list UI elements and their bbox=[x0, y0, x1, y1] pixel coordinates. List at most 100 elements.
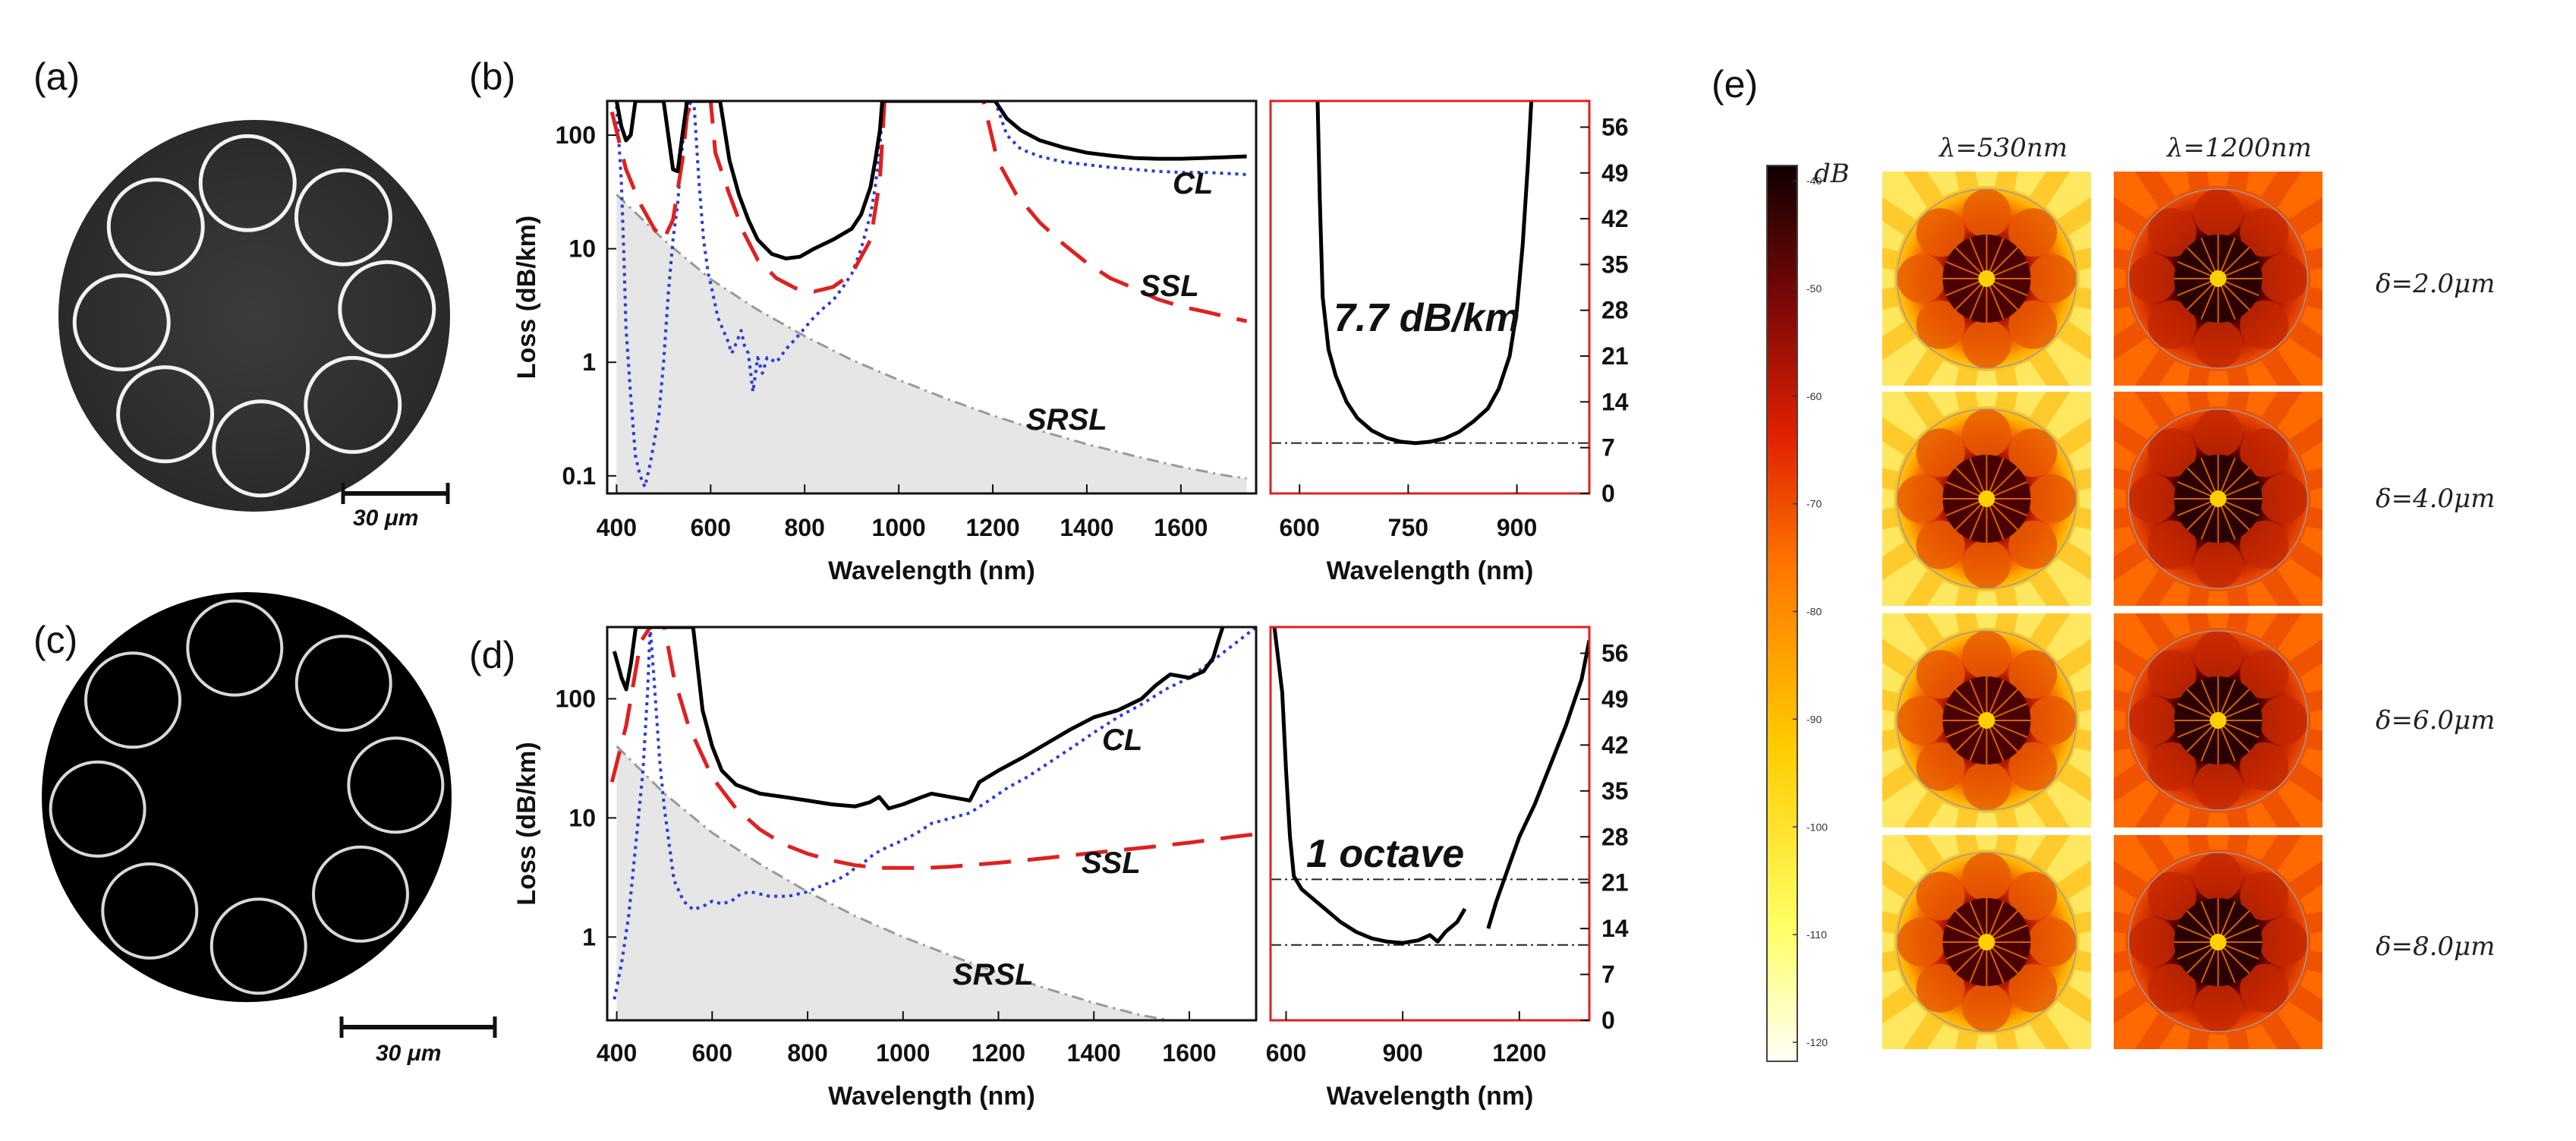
x-tick-label: 1400 bbox=[1067, 1039, 1121, 1067]
row-label-4um: δ=4.0μm bbox=[2376, 484, 2495, 514]
y-tick-label: 21 bbox=[1601, 342, 1629, 370]
colorbar-tick-label: -100 bbox=[1806, 821, 1828, 833]
series-line-srsl bbox=[616, 745, 1171, 1020]
x-tick-label: 1200 bbox=[1492, 1039, 1546, 1067]
colorbar-tick-label: -110 bbox=[1806, 928, 1827, 941]
plot-frame bbox=[606, 99, 1258, 495]
x-axis-label: Wavelength (nm) bbox=[828, 556, 1035, 585]
y-tick-label: 42 bbox=[1601, 205, 1629, 232]
field-map bbox=[2114, 172, 2322, 386]
y-tick-label: 100 bbox=[556, 685, 596, 712]
x-tick-label: 1400 bbox=[1060, 514, 1113, 541]
x-axis-label: Wavelength (nm) bbox=[1327, 1082, 1534, 1111]
panel-label-d: (d) bbox=[469, 634, 515, 676]
x-tick-label: 1000 bbox=[876, 1039, 930, 1067]
y-tick-label: 28 bbox=[1601, 297, 1629, 324]
y-tick-label: 7 bbox=[1601, 434, 1615, 462]
y-axis-label: Loss (dB/km) bbox=[512, 216, 541, 379]
colorbar: dB -40 -50 -60 -70 -80 -90 -100 -110 -120 bbox=[1766, 159, 1850, 1062]
x-axis-label: Wavelength (nm) bbox=[1327, 556, 1534, 585]
y-tick-label: 10 bbox=[568, 235, 596, 263]
srsl-region bbox=[616, 194, 1247, 493]
curve-label-srsl: SRSL bbox=[1026, 403, 1107, 437]
x-tick-label: 400 bbox=[597, 1039, 637, 1067]
series-line-cl bbox=[1315, 101, 1534, 446]
capillary bbox=[186, 599, 284, 697]
colorbar-tick-label: -90 bbox=[1806, 713, 1822, 725]
y-tick-label: 0 bbox=[1601, 1007, 1615, 1034]
x-tick-label: 900 bbox=[1382, 1039, 1422, 1067]
capillary bbox=[294, 168, 392, 266]
x-tick-label: 600 bbox=[692, 1039, 732, 1067]
field-map bbox=[1882, 172, 2091, 386]
capillary bbox=[311, 845, 409, 943]
row-label-8um: δ=8.0μm bbox=[2376, 931, 2495, 962]
x-tick-label: 600 bbox=[691, 514, 731, 541]
series-line-cl bbox=[1272, 627, 1467, 945]
inset-annotation: 7.7 dB/km bbox=[1334, 296, 1520, 340]
x-tick-label: 800 bbox=[785, 514, 825, 541]
scale-bar-label-a: 30 μm bbox=[353, 506, 418, 531]
plot-area bbox=[1271, 627, 1589, 946]
field-map bbox=[1882, 835, 2091, 1049]
curve-label-srsl: SRSL bbox=[953, 958, 1034, 991]
curve-label-cl: CL bbox=[1173, 167, 1213, 200]
capillary bbox=[101, 862, 199, 960]
panel-label-e: (e) bbox=[1712, 63, 1758, 106]
y-tick-label: 14 bbox=[1601, 388, 1629, 415]
plot-frame bbox=[1269, 99, 1591, 495]
y-tick-label: 14 bbox=[1601, 915, 1629, 942]
panel-label-b: (b) bbox=[469, 55, 515, 98]
column-label-1200: λ=1200nm bbox=[2165, 133, 2312, 163]
y-tick-label: 21 bbox=[1601, 869, 1629, 897]
plot-area bbox=[609, 627, 1256, 1020]
y-tick-label: 28 bbox=[1601, 823, 1629, 850]
colorbar-tick-label: -50 bbox=[1806, 282, 1822, 295]
series-line-ssl bbox=[609, 627, 1256, 870]
x-tick-label: 1600 bbox=[1162, 1039, 1216, 1067]
colorbar-unit: dB bbox=[1814, 159, 1850, 189]
plot-area bbox=[609, 101, 1248, 493]
y-tick-label: 35 bbox=[1601, 251, 1629, 278]
capillary bbox=[347, 736, 445, 834]
capillary bbox=[338, 260, 436, 358]
y-tick-label: 0 bbox=[1601, 480, 1615, 507]
capillary bbox=[294, 635, 392, 733]
capillary bbox=[304, 355, 402, 454]
field-map bbox=[1882, 392, 2091, 606]
plot-frame bbox=[606, 626, 1258, 1022]
x-tick-label: 1200 bbox=[972, 1039, 1025, 1067]
y-tick-label: 0.1 bbox=[562, 462, 596, 490]
series-line-measured bbox=[615, 101, 1247, 489]
row-label-6um: δ=6.0μm bbox=[2376, 705, 2495, 736]
capillary bbox=[209, 897, 307, 995]
x-tick-label: 1200 bbox=[965, 514, 1019, 541]
x-tick-label: 600 bbox=[1266, 1039, 1306, 1067]
x-tick-label: 600 bbox=[1279, 514, 1319, 541]
chart-b-main: 400 600 800 1000 1200 1400 1600 Wavelength (nm)… bbox=[512, 99, 1258, 585]
row-label-2um: δ=2.0μm bbox=[2376, 269, 2495, 299]
x-axis-label: Wavelength (nm) bbox=[828, 1082, 1035, 1111]
scale-bar-a: 30 μm bbox=[341, 483, 450, 531]
field-map bbox=[2114, 613, 2322, 827]
fiber-image-a: 30 μm bbox=[58, 120, 450, 531]
field-map-grid: λ=530nm λ=1200nm δ=2.0μm δ=4.0μm δ=6.0μm… bbox=[1882, 133, 2495, 1049]
capillary bbox=[106, 178, 205, 276]
colorbar-tick-label: -40 bbox=[1806, 175, 1822, 187]
panel-label-a: (a) bbox=[33, 55, 80, 98]
chart-d-inset: 600 900 1200 Wavelength (nm) 0 7 14 21 28 35 42 49 5… bbox=[1266, 626, 1629, 1111]
scale-bar-label-c: 30 μm bbox=[376, 1041, 441, 1066]
x-tick-label: 1000 bbox=[872, 514, 926, 541]
capillary bbox=[84, 651, 182, 749]
colorbar-tick-label: -70 bbox=[1806, 498, 1822, 510]
y-tick-label: 1 bbox=[582, 923, 596, 950]
capillary bbox=[116, 365, 215, 464]
field-map bbox=[1882, 613, 2091, 827]
fiber-image-c: 30 μm bbox=[42, 592, 497, 1066]
y-tick-label: 7 bbox=[1601, 961, 1615, 988]
x-tick-label: 1600 bbox=[1154, 514, 1208, 541]
scale-bar-c: 30 μm bbox=[339, 1016, 497, 1066]
x-tick-label: 750 bbox=[1388, 514, 1428, 541]
y-tick-label: 49 bbox=[1601, 159, 1629, 187]
